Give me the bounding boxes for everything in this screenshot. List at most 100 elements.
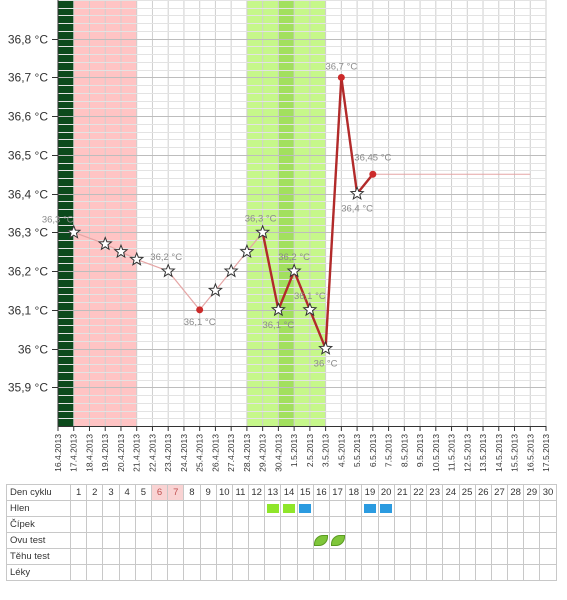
cycle-cell <box>167 532 185 549</box>
cycle-cell <box>345 564 363 581</box>
x-tick-label: 6.5.2013 <box>368 434 378 467</box>
x-tick-label: 10.5.2013 <box>431 434 441 472</box>
cycle-cell <box>426 500 444 517</box>
cycle-cell <box>458 564 476 581</box>
cycle-cell <box>280 532 298 549</box>
cycle-cell <box>442 516 460 533</box>
cycle-cell <box>134 516 152 533</box>
x-tick-label: 11.5.2013 <box>447 434 457 471</box>
point-star <box>66 224 82 239</box>
cycle-cell <box>264 548 282 565</box>
cycle-cell <box>69 548 88 565</box>
cycle-day: 8 <box>183 484 201 501</box>
data-label: 36,2 °C <box>278 252 310 263</box>
cycle-cell <box>69 564 88 581</box>
y-tick-label: 36,2 °C <box>8 265 48 279</box>
cycle-cell <box>86 564 104 581</box>
hlen-mark <box>363 503 376 513</box>
cycle-cell <box>248 532 266 549</box>
cycle-cell <box>409 516 428 533</box>
x-tick-label: 9.5.2013 <box>415 434 425 467</box>
cycle-cell <box>409 548 428 565</box>
cycle-day: 20 <box>377 484 395 501</box>
data-label: 36,4 °C <box>341 204 373 215</box>
cycle-cell <box>183 500 201 517</box>
cycle-row-label: Den cyklu <box>6 484 71 501</box>
cycle-cell <box>215 516 233 533</box>
cycle-cell <box>264 532 282 549</box>
cycle-day: 26 <box>474 484 492 501</box>
cycle-day: 16 <box>312 484 331 501</box>
cycle-cell <box>231 548 250 565</box>
hlen-mark <box>380 503 393 513</box>
point-star <box>270 301 286 317</box>
series-segment <box>293 270 311 311</box>
cycle-cell <box>377 516 395 533</box>
cycle-cell <box>150 500 169 517</box>
cycle-cell <box>393 516 411 533</box>
ovu-test-icon <box>314 534 329 546</box>
cycle-cell <box>361 516 379 533</box>
cycle-cell <box>86 500 104 517</box>
x-tick-label: 2.5.2013 <box>305 434 315 467</box>
cycle-cell <box>215 548 233 565</box>
cycle-row-label: Čípek <box>6 516 71 533</box>
cycle-day: 2 <box>86 484 104 501</box>
cycle-cell <box>328 500 347 517</box>
cycle-row-label: Ovu test <box>6 532 71 549</box>
cycle-cell <box>312 516 331 533</box>
cycle-cell <box>539 564 557 581</box>
hlen-mark <box>266 503 279 513</box>
data-label: 36,1 °C <box>294 291 326 302</box>
cycle-cell <box>539 532 557 549</box>
cycle-day: 5 <box>134 484 152 501</box>
cycle-cell <box>539 548 557 565</box>
cycle-cell <box>167 516 185 533</box>
cycle-cell <box>118 564 136 581</box>
cycle-row-label: Hlen <box>6 500 71 517</box>
cycle-cell <box>409 500 428 517</box>
cycle-cell <box>458 516 476 533</box>
cycle-cell <box>167 564 185 581</box>
cycle-cell <box>134 564 152 581</box>
cycle-cell <box>280 548 298 565</box>
point-star <box>349 185 365 201</box>
cycle-cell <box>86 532 104 549</box>
cycle-cell <box>118 532 136 549</box>
cycle-cell <box>328 548 347 565</box>
cycle-cell <box>507 500 525 517</box>
band-3 <box>278 0 295 426</box>
cycle-cell <box>69 516 88 533</box>
cycle-day: 25 <box>458 484 476 501</box>
cycle-cell <box>134 532 152 549</box>
cycle-cell <box>458 548 476 565</box>
cycle-cell <box>312 532 331 549</box>
point-star <box>255 224 271 239</box>
point-star <box>239 243 255 259</box>
cycle-cell <box>328 532 347 549</box>
cycle-day: 4 <box>118 484 136 501</box>
cycle-cell <box>69 532 88 549</box>
x-tick-label: 14.5.2013 <box>494 434 504 472</box>
cycle-cell <box>296 532 314 549</box>
cycle-cell <box>377 548 395 565</box>
cycle-cell <box>490 516 509 533</box>
cycle-cell <box>215 564 233 581</box>
cycle-cell <box>474 516 492 533</box>
hlen-mark <box>299 503 312 513</box>
cycle-day: 19 <box>361 484 379 501</box>
x-tick-label: 7.5.2013 <box>384 434 394 467</box>
cycle-cell <box>426 516 444 533</box>
series-segment <box>356 173 374 195</box>
cycle-day: 22 <box>409 484 428 501</box>
cycle-cell <box>150 564 169 581</box>
cycle-day: 14 <box>280 484 298 501</box>
cycle-cell <box>393 532 411 549</box>
x-tick-label: 16.4.2013 <box>53 434 63 472</box>
cycle-cell <box>442 548 460 565</box>
band-0 <box>58 0 74 426</box>
cycle-cell <box>183 532 201 549</box>
cycle-day: 30 <box>539 484 557 501</box>
cycle-day: 3 <box>102 484 120 501</box>
cycle-cell <box>118 516 136 533</box>
